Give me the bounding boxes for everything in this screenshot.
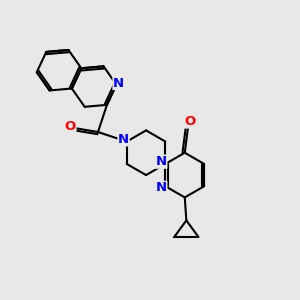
Text: N: N	[118, 133, 129, 146]
Text: O: O	[64, 120, 76, 133]
Text: O: O	[184, 115, 195, 128]
Text: N: N	[113, 76, 124, 89]
Text: N: N	[156, 181, 167, 194]
Text: N: N	[156, 155, 167, 168]
